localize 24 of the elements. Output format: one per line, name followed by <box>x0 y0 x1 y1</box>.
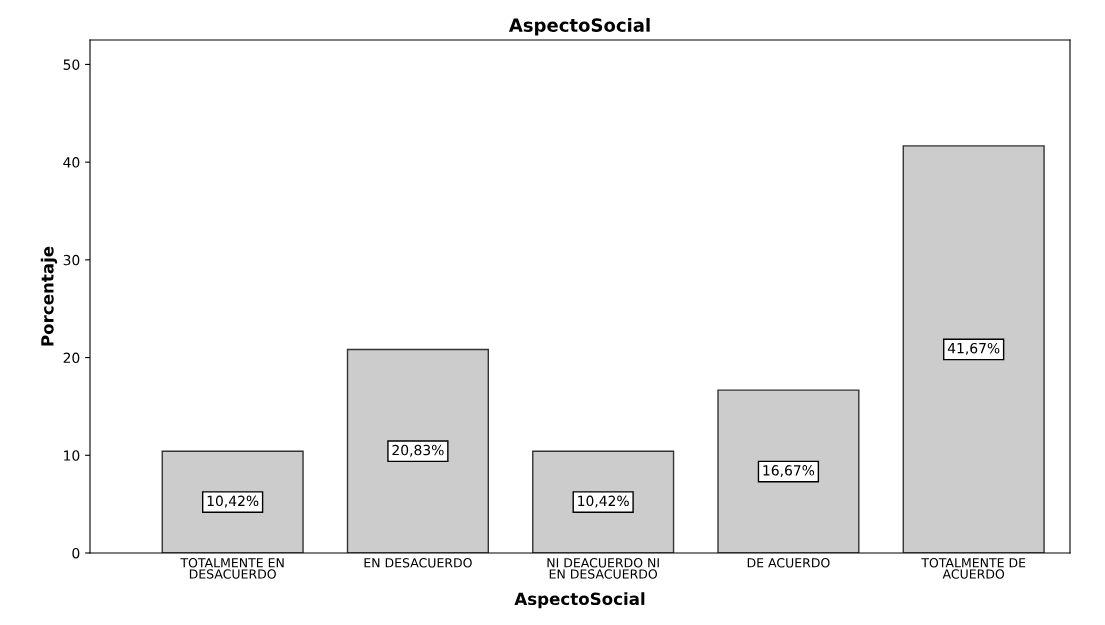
x-tick-label: TOTALMENTE EN DESACUERDO <box>180 558 284 579</box>
y-tick-label: 10 <box>64 450 80 461</box>
data-label: 20,83% <box>392 444 444 457</box>
data-label: 16,67% <box>763 465 815 477</box>
x-tick-label: TOTALMENTE DE ACUERDO <box>921 558 1026 579</box>
data-label: 10,42% <box>207 495 259 508</box>
x-tick-label: NI DEACUERDO NI EN DESACUERDO <box>547 558 659 579</box>
bar <box>902 145 1045 553</box>
data-label: 41,67% <box>947 342 1000 355</box>
y-tick-label: 40 <box>63 157 80 168</box>
y-axis-title: Porcentaje <box>40 246 58 346</box>
x-tick-label: EN DESACUERDO <box>364 558 472 568</box>
chart-title: AspectoSocial <box>508 17 650 36</box>
data-label: 10,42% <box>578 495 629 508</box>
y-tick-label: 30 <box>63 254 80 266</box>
bar <box>717 389 860 553</box>
y-tick-label: 0 <box>72 547 80 559</box>
y-tick-label: 20 <box>63 352 80 364</box>
bar <box>161 450 304 553</box>
x-axis-title: AspectoSocial <box>514 592 645 609</box>
bar <box>532 450 675 553</box>
y-tick-label: 50 <box>63 59 80 70</box>
bar <box>346 348 489 553</box>
x-tick-label: DE ACUERDO <box>747 558 830 568</box>
